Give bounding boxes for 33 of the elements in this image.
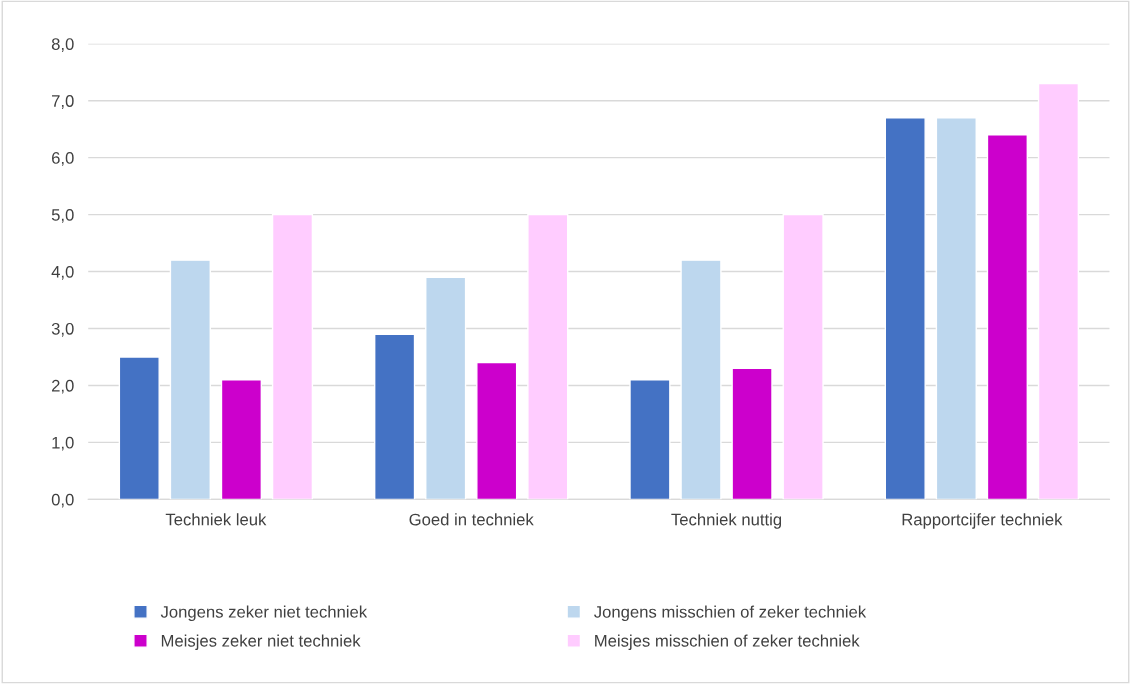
- bar: [986, 134, 1028, 500]
- y-tick-label: 8,0: [51, 38, 74, 52]
- legend-label: Jongens zeker niet techniek: [160, 605, 368, 622]
- bar: [527, 213, 569, 500]
- bar: [935, 117, 977, 500]
- bar: [425, 276, 467, 500]
- bar: [271, 213, 314, 500]
- y-tick-label: 3,0: [51, 322, 74, 337]
- bar: [476, 361, 518, 500]
- legend-label: Jongens misschien of zeker techniek: [594, 605, 867, 622]
- bar: [680, 259, 722, 500]
- x-tick-label: Techniek nuttig: [671, 513, 782, 529]
- bar: [782, 213, 824, 500]
- bar: [118, 356, 160, 500]
- bar: [169, 259, 211, 500]
- y-tick-label: 5,0: [51, 209, 74, 223]
- y-tick-label: 7,0: [52, 95, 74, 109]
- y-tick-label: 0,0: [51, 493, 74, 508]
- bar: [884, 117, 926, 500]
- y-tick-label: 4,0: [51, 265, 74, 280]
- y-tick-label: 2,0: [52, 379, 74, 394]
- bar: [629, 379, 671, 500]
- x-tick-label: Techniek leuk: [165, 513, 267, 526]
- bar: [220, 379, 263, 500]
- bar: [373, 333, 416, 500]
- y-tick-label: 6,0: [52, 152, 74, 166]
- legend-label: Meisjes zeker niet techniek: [161, 634, 361, 651]
- x-tick-label: Rapportcijfer techniek: [902, 513, 1063, 529]
- bar: [731, 367, 773, 500]
- x-tick-label: Goed in techniek: [409, 513, 534, 526]
- y-tick-label: 1,0: [52, 436, 74, 451]
- bar: [1037, 82, 1080, 500]
- legend-label: Meisjes misschien of zeker techniek: [595, 634, 860, 651]
